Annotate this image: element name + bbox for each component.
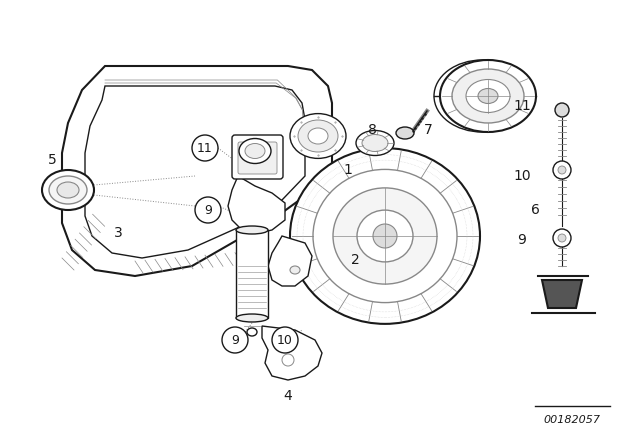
Ellipse shape [452,69,524,123]
Ellipse shape [290,114,346,159]
Ellipse shape [333,188,437,284]
Text: 10: 10 [277,333,293,346]
Text: 9: 9 [231,333,239,346]
FancyBboxPatch shape [232,135,283,179]
Circle shape [272,327,298,353]
Circle shape [558,234,566,242]
Circle shape [192,135,218,161]
Polygon shape [542,280,582,308]
Ellipse shape [313,169,457,302]
Text: 6: 6 [531,203,540,217]
Ellipse shape [362,134,388,151]
Circle shape [558,166,566,174]
Circle shape [222,327,248,353]
Text: 11: 11 [197,142,213,155]
Text: 00182057: 00182057 [543,415,600,425]
Ellipse shape [236,314,268,322]
Circle shape [553,229,571,247]
Ellipse shape [245,143,265,159]
Ellipse shape [290,266,300,274]
Text: 9: 9 [518,233,527,247]
Text: 4: 4 [284,389,292,403]
Circle shape [282,354,294,366]
Text: 5: 5 [47,153,56,167]
Circle shape [555,103,569,117]
Polygon shape [85,86,305,258]
Circle shape [373,224,397,248]
Text: 3: 3 [114,226,122,240]
Ellipse shape [356,130,394,155]
Text: 11: 11 [513,99,531,113]
Ellipse shape [290,148,480,324]
Text: 9: 9 [204,203,212,216]
Ellipse shape [298,120,338,152]
Ellipse shape [396,127,414,139]
Polygon shape [62,66,332,276]
Ellipse shape [440,60,536,132]
Polygon shape [262,326,322,380]
Text: 8: 8 [367,123,376,137]
Ellipse shape [236,226,268,234]
Ellipse shape [239,138,271,164]
Polygon shape [228,176,285,233]
Polygon shape [236,230,268,318]
FancyBboxPatch shape [238,142,277,174]
Ellipse shape [57,182,79,198]
Ellipse shape [247,328,257,336]
Ellipse shape [308,128,328,144]
Ellipse shape [478,89,498,103]
Ellipse shape [357,210,413,262]
Text: 7: 7 [424,123,433,137]
Circle shape [195,197,221,223]
Text: 1: 1 [344,163,353,177]
Ellipse shape [466,79,510,112]
Text: 2: 2 [351,253,360,267]
Polygon shape [268,236,312,286]
Ellipse shape [49,176,87,204]
Text: 10: 10 [513,169,531,183]
Ellipse shape [42,170,94,210]
Circle shape [553,161,571,179]
